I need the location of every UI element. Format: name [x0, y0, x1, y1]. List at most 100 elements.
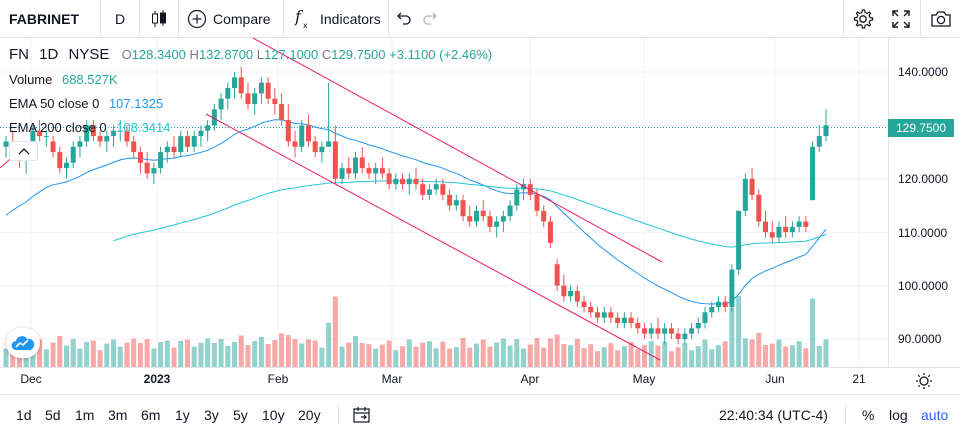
range-20y-button[interactable]: 20y — [298, 407, 321, 423]
range-1d-button[interactable]: 1d — [16, 407, 32, 423]
close-label: C — [321, 47, 332, 62]
candle-body — [769, 232, 775, 238]
volume-bar — [621, 346, 627, 367]
volume-bar — [648, 341, 654, 367]
legend-ticker: FN — [9, 46, 29, 63]
undo-button[interactable] — [389, 0, 417, 38]
candle-body — [453, 200, 459, 206]
candle-body — [547, 221, 553, 243]
candle-body — [601, 312, 607, 318]
range-6m-button[interactable]: 6m — [141, 407, 161, 423]
toolbar-divider — [920, 0, 921, 38]
price-tick: 140.0000 — [898, 65, 949, 79]
snapshot-button[interactable] — [926, 0, 956, 38]
candle-body — [507, 205, 513, 217]
volume-bar — [467, 347, 473, 367]
candle-body — [541, 210, 547, 222]
redo-button[interactable] — [417, 0, 445, 38]
symbol-legend[interactable]: FN 1D NYSE O128.3400 H132.8700 L127.1000… — [9, 46, 492, 63]
candle-body — [393, 178, 399, 185]
redo-icon — [423, 12, 437, 25]
volume-bar — [299, 343, 305, 367]
range-1y-button[interactable]: 1y — [175, 407, 190, 423]
candle-body — [353, 157, 359, 174]
settings-button[interactable] — [848, 0, 878, 38]
volume-bar — [460, 338, 466, 367]
candle-body — [635, 322, 641, 329]
volume-bar — [400, 346, 406, 367]
volume-bar — [406, 339, 412, 367]
range-3y-button[interactable]: 3y — [204, 407, 219, 423]
volume-bar — [689, 350, 695, 367]
volume-bar — [615, 350, 621, 367]
candle-body — [594, 312, 600, 318]
candle-body — [225, 88, 231, 99]
candle-body — [144, 162, 150, 174]
candle-body — [514, 189, 520, 206]
range-3m-button[interactable]: 3m — [108, 407, 128, 423]
candle-body — [131, 141, 137, 153]
indicators-button[interactable]: f x Indicators — [284, 0, 388, 38]
range-5y-button[interactable]: 5y — [233, 407, 248, 423]
tradingview-logo[interactable] — [6, 328, 40, 358]
range-1m-button[interactable]: 1m — [75, 407, 95, 423]
volume-bar — [393, 350, 399, 367]
volume-bar — [823, 339, 829, 367]
auto-scale-toggle[interactable]: auto — [921, 407, 949, 423]
log-toggle[interactable]: log — [889, 407, 908, 423]
compare-button[interactable]: Compare — [179, 0, 283, 38]
candle-body — [97, 136, 103, 142]
trendline — [205, 113, 661, 361]
trendline — [252, 38, 663, 263]
ema50-legend[interactable]: EMA 50 close 0 107.1325 — [9, 96, 163, 111]
timezone-clock[interactable]: 22:40:34 (UTC-4) — [719, 407, 828, 423]
volume-bar — [796, 341, 802, 367]
volume-bar — [359, 343, 365, 367]
volume-bar — [789, 345, 795, 367]
low-label: L — [256, 47, 265, 62]
interval-button[interactable]: D — [114, 10, 126, 27]
volume-bar — [729, 307, 735, 367]
toolbar-divider — [178, 0, 179, 38]
candle-body — [326, 141, 332, 147]
candle-body — [373, 168, 379, 174]
candle-body — [77, 141, 83, 147]
volume-bar — [568, 345, 574, 367]
candle-body — [406, 178, 412, 185]
volume-bar — [742, 338, 748, 367]
price-chart[interactable] — [0, 38, 960, 394]
volume-bar — [326, 322, 332, 367]
volume-bar — [346, 342, 352, 367]
fullscreen-button[interactable] — [886, 0, 916, 38]
candle-body — [480, 210, 486, 217]
scale-settings-button[interactable] — [915, 372, 933, 395]
candle-body — [285, 120, 291, 142]
symbol-search-button[interactable]: FABRINET — [9, 10, 79, 27]
volume-bar — [642, 345, 648, 367]
volume-bar — [574, 338, 580, 367]
candle-body — [359, 157, 365, 169]
volume-bar — [534, 338, 540, 367]
price-tick: 100.0000 — [898, 279, 949, 293]
range-5d-button[interactable]: 5d — [45, 407, 61, 423]
volume-bar — [151, 348, 157, 367]
volume-bar — [117, 346, 123, 367]
volume-bar — [238, 335, 244, 367]
volume-bar — [50, 342, 56, 367]
chart-type-button[interactable] — [140, 0, 178, 38]
volume-bar — [749, 339, 755, 367]
candle-body — [117, 130, 123, 132]
percent-toggle[interactable]: % — [862, 407, 875, 423]
goto-date-button[interactable] — [352, 406, 372, 429]
candle-body — [312, 141, 318, 153]
time-tick: Dec — [20, 372, 42, 386]
range-10y-button[interactable]: 10y — [262, 407, 285, 423]
volume-legend[interactable]: Volume 688.527K — [9, 72, 118, 87]
open-value: 128.3400 — [131, 47, 186, 62]
ema200-legend[interactable]: EMA 200 close 0 108.3414 — [9, 120, 170, 135]
high-value: 132.8700 — [198, 47, 254, 62]
ema50-line — [5, 119, 827, 305]
volume-bar — [736, 295, 742, 367]
candle-body — [642, 328, 648, 334]
legend-collapse-button[interactable] — [9, 141, 38, 161]
